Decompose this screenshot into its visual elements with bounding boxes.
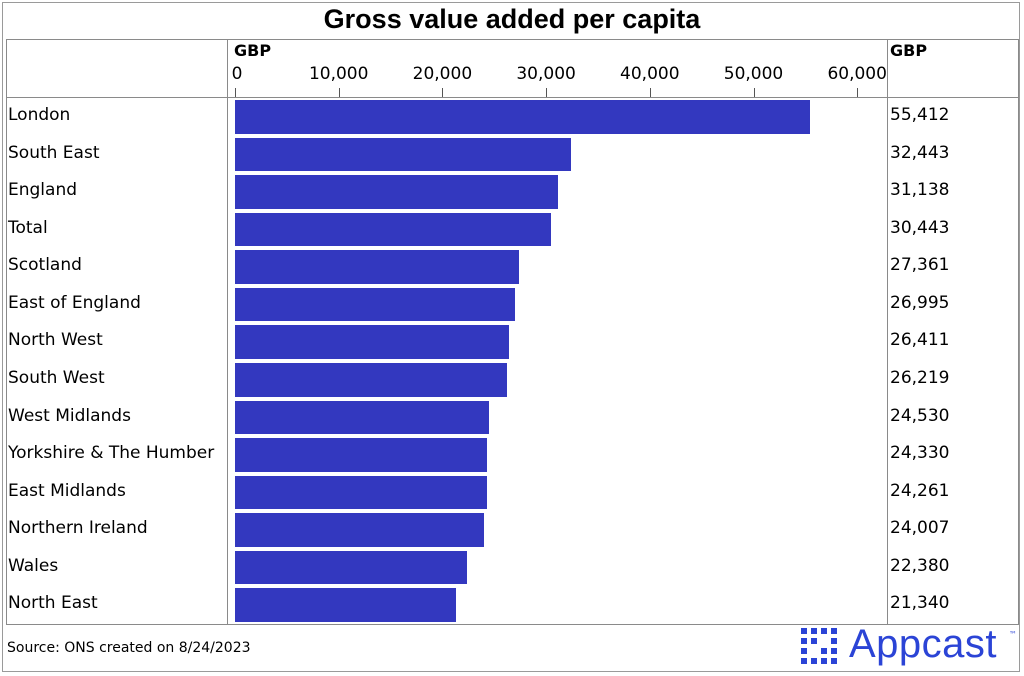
value-label: 26,411 bbox=[890, 330, 950, 351]
bar bbox=[235, 475, 487, 510]
category-label: East Midlands bbox=[8, 480, 126, 501]
bar bbox=[235, 438, 488, 472]
category-label: West Midlands bbox=[8, 405, 131, 426]
value-column-header: GBP bbox=[890, 41, 928, 60]
value-label: 27,361 bbox=[890, 255, 950, 276]
category-label: South East bbox=[8, 142, 100, 163]
bar bbox=[235, 550, 468, 585]
logo-wordmark: Appcast bbox=[849, 622, 998, 666]
source-note: Source: ONS created on 8/24/2023 bbox=[7, 640, 251, 656]
x-tick bbox=[649, 88, 651, 97]
value-label: 21,340 bbox=[890, 593, 950, 614]
bar bbox=[235, 100, 810, 134]
x-tick bbox=[753, 88, 755, 97]
x-tick bbox=[546, 88, 548, 97]
value-label: 24,330 bbox=[890, 443, 950, 464]
appcast-logo: Appcast ™ bbox=[801, 622, 1021, 670]
value-label: 30,443 bbox=[890, 217, 950, 238]
logo-dots-icon bbox=[801, 628, 841, 668]
value-label: 26,995 bbox=[890, 292, 950, 313]
value-label: 24,530 bbox=[890, 405, 950, 426]
bar bbox=[235, 513, 484, 547]
value-label: 24,007 bbox=[890, 518, 950, 539]
x-tick-label: 60,000 bbox=[827, 64, 887, 84]
x-tick-label: 0 bbox=[231, 64, 243, 84]
x-tick-label: 30,000 bbox=[516, 64, 576, 84]
x-tick bbox=[338, 88, 340, 97]
bar bbox=[235, 325, 509, 359]
bar bbox=[235, 175, 558, 209]
bar bbox=[235, 250, 519, 284]
header-divider bbox=[6, 97, 1019, 98]
category-label: North East bbox=[8, 593, 98, 614]
x-tick-label: 20,000 bbox=[412, 64, 473, 84]
value-column-divider bbox=[887, 39, 888, 625]
x-tick bbox=[235, 88, 236, 97]
chart-title: Gross value added per capita bbox=[323, 4, 701, 34]
value-label: 26,219 bbox=[890, 367, 950, 388]
category-label: Total bbox=[8, 217, 48, 238]
x-tick-label: 50,000 bbox=[723, 64, 784, 84]
value-label: 31,138 bbox=[890, 180, 950, 201]
category-label: Scotland bbox=[8, 255, 82, 276]
value-label: 24,261 bbox=[890, 480, 950, 501]
value-label: 55,412 bbox=[890, 105, 950, 125]
x-tick bbox=[857, 88, 859, 97]
category-label: London bbox=[8, 105, 71, 125]
label-column-divider bbox=[227, 39, 228, 625]
category-label: Wales bbox=[8, 555, 59, 576]
bar bbox=[235, 137, 572, 172]
logo-trademark: ™ bbox=[1009, 630, 1017, 639]
x-tick bbox=[442, 88, 444, 97]
value-label: 22,380 bbox=[890, 555, 950, 576]
bar bbox=[235, 588, 457, 622]
x-tick-label: 10,000 bbox=[308, 64, 369, 84]
category-label: North West bbox=[8, 330, 103, 351]
chart-table bbox=[6, 39, 1019, 625]
category-label: East of England bbox=[8, 292, 141, 313]
value-label: 32,443 bbox=[890, 142, 950, 163]
bar bbox=[235, 362, 507, 397]
bar bbox=[235, 287, 515, 322]
category-label: South West bbox=[8, 367, 105, 388]
bar bbox=[235, 400, 490, 435]
category-label: Northern Ireland bbox=[8, 518, 148, 539]
x-tick-label: 40,000 bbox=[620, 64, 680, 84]
axis-unit-label: GBP bbox=[234, 41, 272, 60]
category-label: Yorkshire & The Humber bbox=[8, 443, 215, 464]
bar bbox=[235, 212, 551, 247]
category-label: England bbox=[8, 180, 78, 201]
